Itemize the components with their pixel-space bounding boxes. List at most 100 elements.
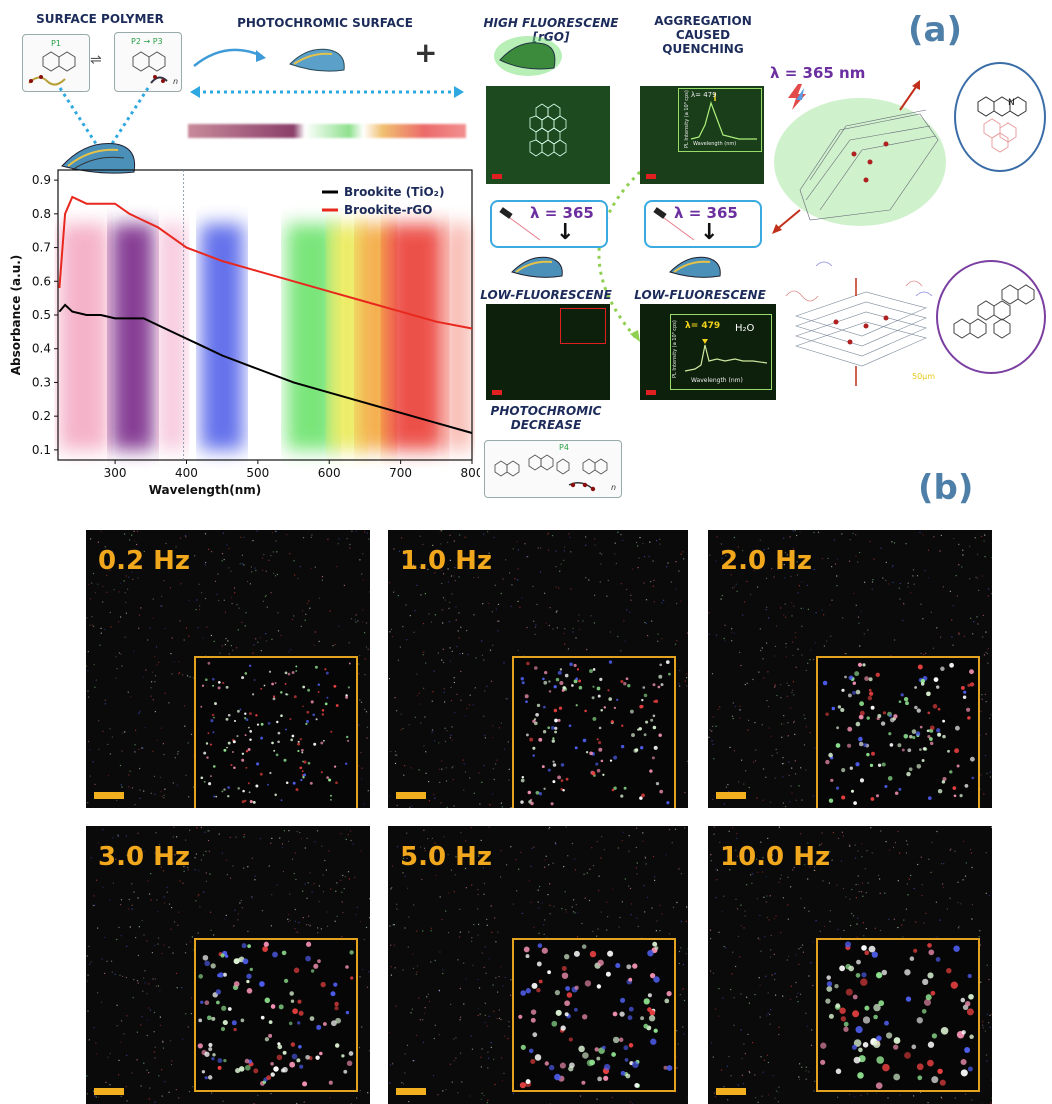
molecule-circle-bottom xyxy=(936,260,1046,374)
molecule-circle-top: N xyxy=(954,62,1046,172)
photochromic-decrease-line-2: DECREASE xyxy=(480,418,612,432)
frequency-label: 1.0 Hz xyxy=(400,546,492,576)
pl-ylabel-1: PL Intensity (a 10³ cps) xyxy=(684,88,690,148)
frequency-frame: 2.0 Hz xyxy=(708,530,992,808)
inset-particles xyxy=(196,940,356,1090)
photochromic-decrease-line-1: PHOTOCHROMIC xyxy=(480,404,612,418)
scale-bar-red xyxy=(492,174,502,179)
frequency-label: 0.2 Hz xyxy=(98,546,190,576)
y-tick-label: 0.9 xyxy=(32,173,51,187)
surface-sheet-small-2 xyxy=(668,252,724,284)
roi-box xyxy=(560,308,606,344)
down-arrow-icon: ↓ xyxy=(556,220,574,245)
pl-peak-label-1: λ= 479 xyxy=(691,91,717,99)
frequency-frame: 5.0 Hz xyxy=(388,826,688,1104)
plus-sign: + xyxy=(414,36,437,69)
rgo-sheet-icon xyxy=(494,34,564,82)
absorbance-chart: 300 400 500 600 700 800 0.1 0.2 0.3 0.4 0.5 0.6 0.7 0… xyxy=(0,150,480,510)
photochromic-sheet-icon xyxy=(288,44,348,78)
aggregated-stack-bottom xyxy=(776,256,946,390)
pl-ylabel-2: PL Intensity (a 10³ cps) xyxy=(672,318,678,378)
zoom-inset xyxy=(512,656,676,808)
x-tick-label: 700 xyxy=(389,466,412,480)
frequency-label: 3.0 Hz xyxy=(98,842,190,872)
polymer-structure-p4: P4 n xyxy=(484,440,622,498)
y-tick-label: 0.2 xyxy=(32,409,51,423)
frequency-label: 5.0 Hz xyxy=(400,842,492,872)
x-tick-label: 600 xyxy=(318,466,341,480)
zoom-inset xyxy=(194,656,358,808)
inset-particles xyxy=(514,940,674,1090)
scale-bar-red xyxy=(492,390,502,395)
scale-bar-red xyxy=(646,174,656,179)
x-tick-label: 400 xyxy=(175,466,198,480)
scale-text-50um: 50μm xyxy=(912,372,935,381)
spectral-band xyxy=(443,224,472,450)
x-tick-label: 500 xyxy=(246,466,269,480)
zoom-inset xyxy=(816,656,980,808)
pl-xlabel-1: Wavelength (nm) xyxy=(693,141,736,147)
polymer-subscript-n: n xyxy=(611,483,616,492)
inset-particles xyxy=(818,658,978,808)
nitrogen-atom-label: N xyxy=(1008,98,1015,108)
spectral-band xyxy=(112,224,155,450)
scale-bar-yellow xyxy=(94,792,124,799)
zoom-inset xyxy=(512,938,676,1092)
scale-bar-red xyxy=(646,390,656,395)
legend-entry: Brookite-rGO xyxy=(344,203,432,217)
polymer-p4-drawing xyxy=(485,441,621,497)
uv-excitation-box-1: λ = 365 ↓ xyxy=(490,200,608,248)
legend-entry: Brookite (TiO₂) xyxy=(344,185,444,199)
y-tick-label: 0.8 xyxy=(32,207,51,221)
scale-bar-yellow xyxy=(716,792,746,799)
inset-particles xyxy=(818,940,978,1090)
pl-xlabel-2: Wavelength (nm) xyxy=(691,377,743,384)
y-tick-label: 0.1 xyxy=(32,443,51,457)
graphene-lattice-icon xyxy=(486,86,610,184)
y-tick-label: 0.4 xyxy=(32,342,51,356)
polymer-label-p4: P4 xyxy=(559,443,569,452)
zoom-inset xyxy=(816,938,980,1092)
y-tick-label: 0.6 xyxy=(32,274,51,288)
frequency-frame: 10.0 Hz xyxy=(708,826,992,1104)
header-photochromic-decrease: PHOTOCHROMIC DECREASE xyxy=(480,404,612,432)
surface-sheet-small-1 xyxy=(510,252,566,284)
frequency-label: 10.0 Hz xyxy=(720,842,830,872)
header-low-fluorescene-1: LOW-FLUORESCENE xyxy=(476,288,616,302)
pl-solvent-label: H₂O xyxy=(735,323,754,334)
y-tick-label: 0.5 xyxy=(32,308,51,322)
zoom-inset xyxy=(194,938,358,1092)
pl-inset-high: λ= 479 Wavelength (nm) PL Intensity (a 1… xyxy=(678,88,762,152)
polyaromatic-molecule-icon xyxy=(938,262,1044,372)
x-axis-label: Wavelength(nm) xyxy=(149,483,262,497)
pl-peak-label-2: λ= 479 xyxy=(685,321,720,331)
frequency-frame: 0.2 Hz xyxy=(86,530,370,808)
spectral-band xyxy=(286,224,336,450)
y-tick-label: 0.3 xyxy=(32,375,51,389)
scale-bar-yellow xyxy=(94,1088,124,1095)
down-arrow-icon: ↓ xyxy=(700,220,718,245)
pl-inset-low: λ= 479 H₂O Wavelength (nm) PL Intensity … xyxy=(670,314,772,390)
scale-bar-yellow xyxy=(396,792,426,799)
micrograph-acq: λ= 479 Wavelength (nm) PL Intensity (a 1… xyxy=(640,86,764,184)
spectrum-strip xyxy=(188,124,466,138)
x-tick-label: 300 xyxy=(104,466,127,480)
frequency-label: 2.0 Hz xyxy=(720,546,812,576)
acridine-molecule-icon xyxy=(956,64,1044,170)
y-tick-label: 0.7 xyxy=(32,241,51,255)
micrograph-low-fluorescene-1 xyxy=(486,304,610,400)
scale-bar-yellow xyxy=(396,1088,426,1095)
frequency-frame: 3.0 Hz xyxy=(86,826,370,1104)
frequency-frame: 1.0 Hz xyxy=(388,530,688,808)
x-tick-label: 800 xyxy=(461,466,480,480)
spectral-band xyxy=(59,224,108,450)
scale-bar-yellow xyxy=(716,1088,746,1095)
spectral-band xyxy=(201,224,244,450)
header-low-fluorescene-2: LOW-FLUORESCENE xyxy=(630,288,770,302)
micrograph-high-fluorescene xyxy=(486,86,610,184)
inset-particles xyxy=(196,658,356,808)
uv-excitation-box-2: λ = 365 ↓ xyxy=(644,200,762,248)
panel-b-letter: (b) xyxy=(918,468,973,508)
micrograph-low-fluorescene-2: λ= 479 H₂O Wavelength (nm) PL Intensity … xyxy=(640,304,776,400)
inset-particles xyxy=(514,658,674,808)
